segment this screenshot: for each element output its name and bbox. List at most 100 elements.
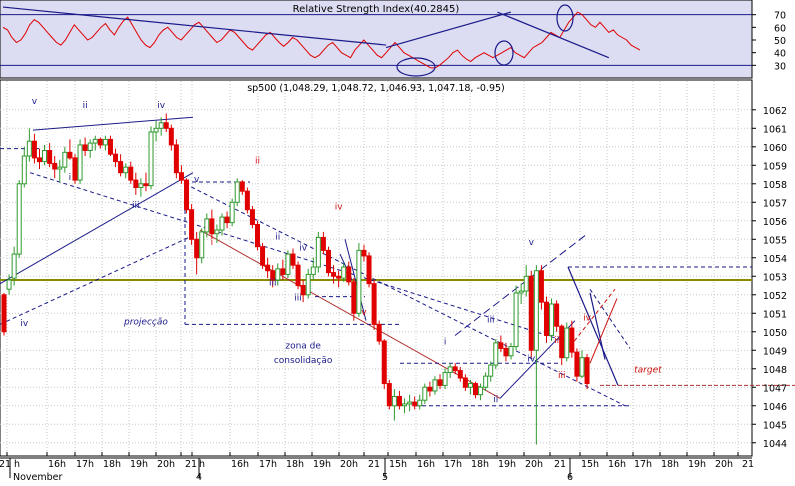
- candle-body: [138, 183, 144, 188]
- x-tick-label: 21: [368, 459, 380, 470]
- x-tick-label: 19h: [688, 459, 706, 470]
- candle-body: [97, 138, 103, 146]
- candle-body: [42, 149, 48, 163]
- price-y-tick-label: 1056: [763, 217, 787, 228]
- candle-body: [376, 323, 382, 342]
- candle-body: [533, 270, 539, 351]
- candle-body: [381, 340, 387, 385]
- candle-body: [513, 292, 519, 348]
- rsi-title: Relative Strength Index(40.2845): [293, 4, 460, 15]
- candle-body: [518, 290, 524, 294]
- x-tick-label: 21: [185, 459, 197, 470]
- candle-body: [107, 138, 113, 155]
- x-tick-label: 18h: [103, 459, 121, 470]
- price-y-tick-label: 1044: [763, 439, 787, 450]
- candle-body: [569, 327, 575, 353]
- candle-body: [214, 229, 220, 235]
- price-y-tick-label: 1062: [763, 106, 787, 117]
- candle-body: [493, 342, 499, 366]
- price-y-tick-label: 1055: [763, 235, 787, 246]
- wave-label: iii: [294, 293, 302, 303]
- candle-body: [407, 401, 413, 405]
- x-tick-label: 20h: [715, 459, 733, 470]
- candle-body: [331, 272, 337, 277]
- candle-body: [72, 157, 78, 181]
- candle-body: [224, 216, 230, 224]
- candlestick-series: [1, 113, 590, 445]
- candle-body: [143, 183, 149, 187]
- candle-body: [87, 142, 93, 151]
- x-tick-label: h: [14, 459, 20, 470]
- candle-body: [457, 370, 463, 379]
- price-y-tick-label: 1057: [763, 198, 787, 209]
- candle-body: [528, 275, 534, 351]
- x-tick-label: 17h: [76, 459, 94, 470]
- price-title: sp500 (1,048.29, 1,048.72, 1,046.93, 1,0…: [247, 83, 505, 94]
- x-tick-label: 18h: [286, 459, 304, 470]
- candle-body: [559, 325, 565, 359]
- wave-label: i: [444, 338, 447, 348]
- candle-body: [462, 377, 468, 388]
- price-y-tick-label: 1060: [763, 143, 787, 154]
- candle-body: [549, 303, 555, 336]
- price-y-tick-label: 1046: [763, 402, 787, 413]
- candle-body: [523, 275, 529, 292]
- candle-body: [427, 386, 433, 392]
- time-x-axis: 21 h 16h 17h 18h 19h 20h 21 h 16h 17h 18h 19h 20h 21 15…: [0, 452, 754, 483]
- wave-label: v: [32, 97, 38, 107]
- wave-label: v: [529, 238, 535, 248]
- candle-body: [244, 190, 250, 211]
- rsi-oversold-circle: [396, 57, 436, 77]
- price-y-tick-label: 1052: [763, 291, 787, 302]
- candle-body: [1, 294, 7, 333]
- rsi-y-tick-label: 30: [774, 61, 786, 72]
- rsi-layer: [0, 4, 752, 77]
- price-y-tick-label: 1061: [763, 124, 787, 135]
- candle-body: [67, 151, 73, 159]
- candle-body: [163, 122, 169, 129]
- x-tick-label: 20h: [340, 459, 358, 470]
- price-panel-background: [0, 79, 753, 457]
- x-tick-label: 19h: [313, 459, 331, 470]
- candle-body: [178, 172, 184, 181]
- wave-label: v: [194, 175, 200, 185]
- x-date-label: 5: [382, 472, 388, 482]
- candle-body: [341, 266, 347, 279]
- candle-body: [128, 166, 134, 181]
- candle-body: [478, 386, 484, 396]
- candle-body: [234, 181, 240, 203]
- wave-label: i: [211, 238, 214, 248]
- candle-body: [346, 266, 352, 283]
- wave-label: i: [69, 173, 72, 183]
- candle-body: [133, 179, 139, 188]
- candle-body: [52, 162, 58, 170]
- candle-body: [488, 364, 494, 377]
- candle-body: [295, 264, 301, 287]
- price-y-tick-label: 1048: [763, 365, 787, 376]
- candle-body: [199, 231, 205, 259]
- price-y-tick-label: 1058: [763, 180, 787, 191]
- x-tick-label: 19h: [498, 459, 516, 470]
- candle-body: [452, 366, 458, 372]
- candle-body: [31, 140, 37, 159]
- price-y-tick-label: 1047: [763, 383, 787, 394]
- candle-body: [82, 144, 88, 151]
- wave-label: ii: [493, 395, 498, 405]
- candle-body: [158, 122, 164, 129]
- wave-label: iv: [157, 101, 166, 111]
- rsi-y-tick-label: 60: [774, 23, 786, 34]
- wave-label: ii: [83, 101, 88, 111]
- rsi-y-tick-label: 50: [774, 36, 786, 47]
- candle-body: [584, 357, 590, 385]
- candle-body: [11, 253, 17, 279]
- candle-body: [280, 268, 286, 275]
- candle-body: [189, 209, 195, 240]
- x-tick-label: 18h: [661, 459, 679, 470]
- wave-label: iv: [299, 243, 308, 253]
- rsi-second-falling-trendline: [497, 11, 610, 59]
- x-tick-label: h: [199, 459, 205, 470]
- wave-label: ii: [554, 336, 559, 346]
- candle-body: [300, 285, 306, 296]
